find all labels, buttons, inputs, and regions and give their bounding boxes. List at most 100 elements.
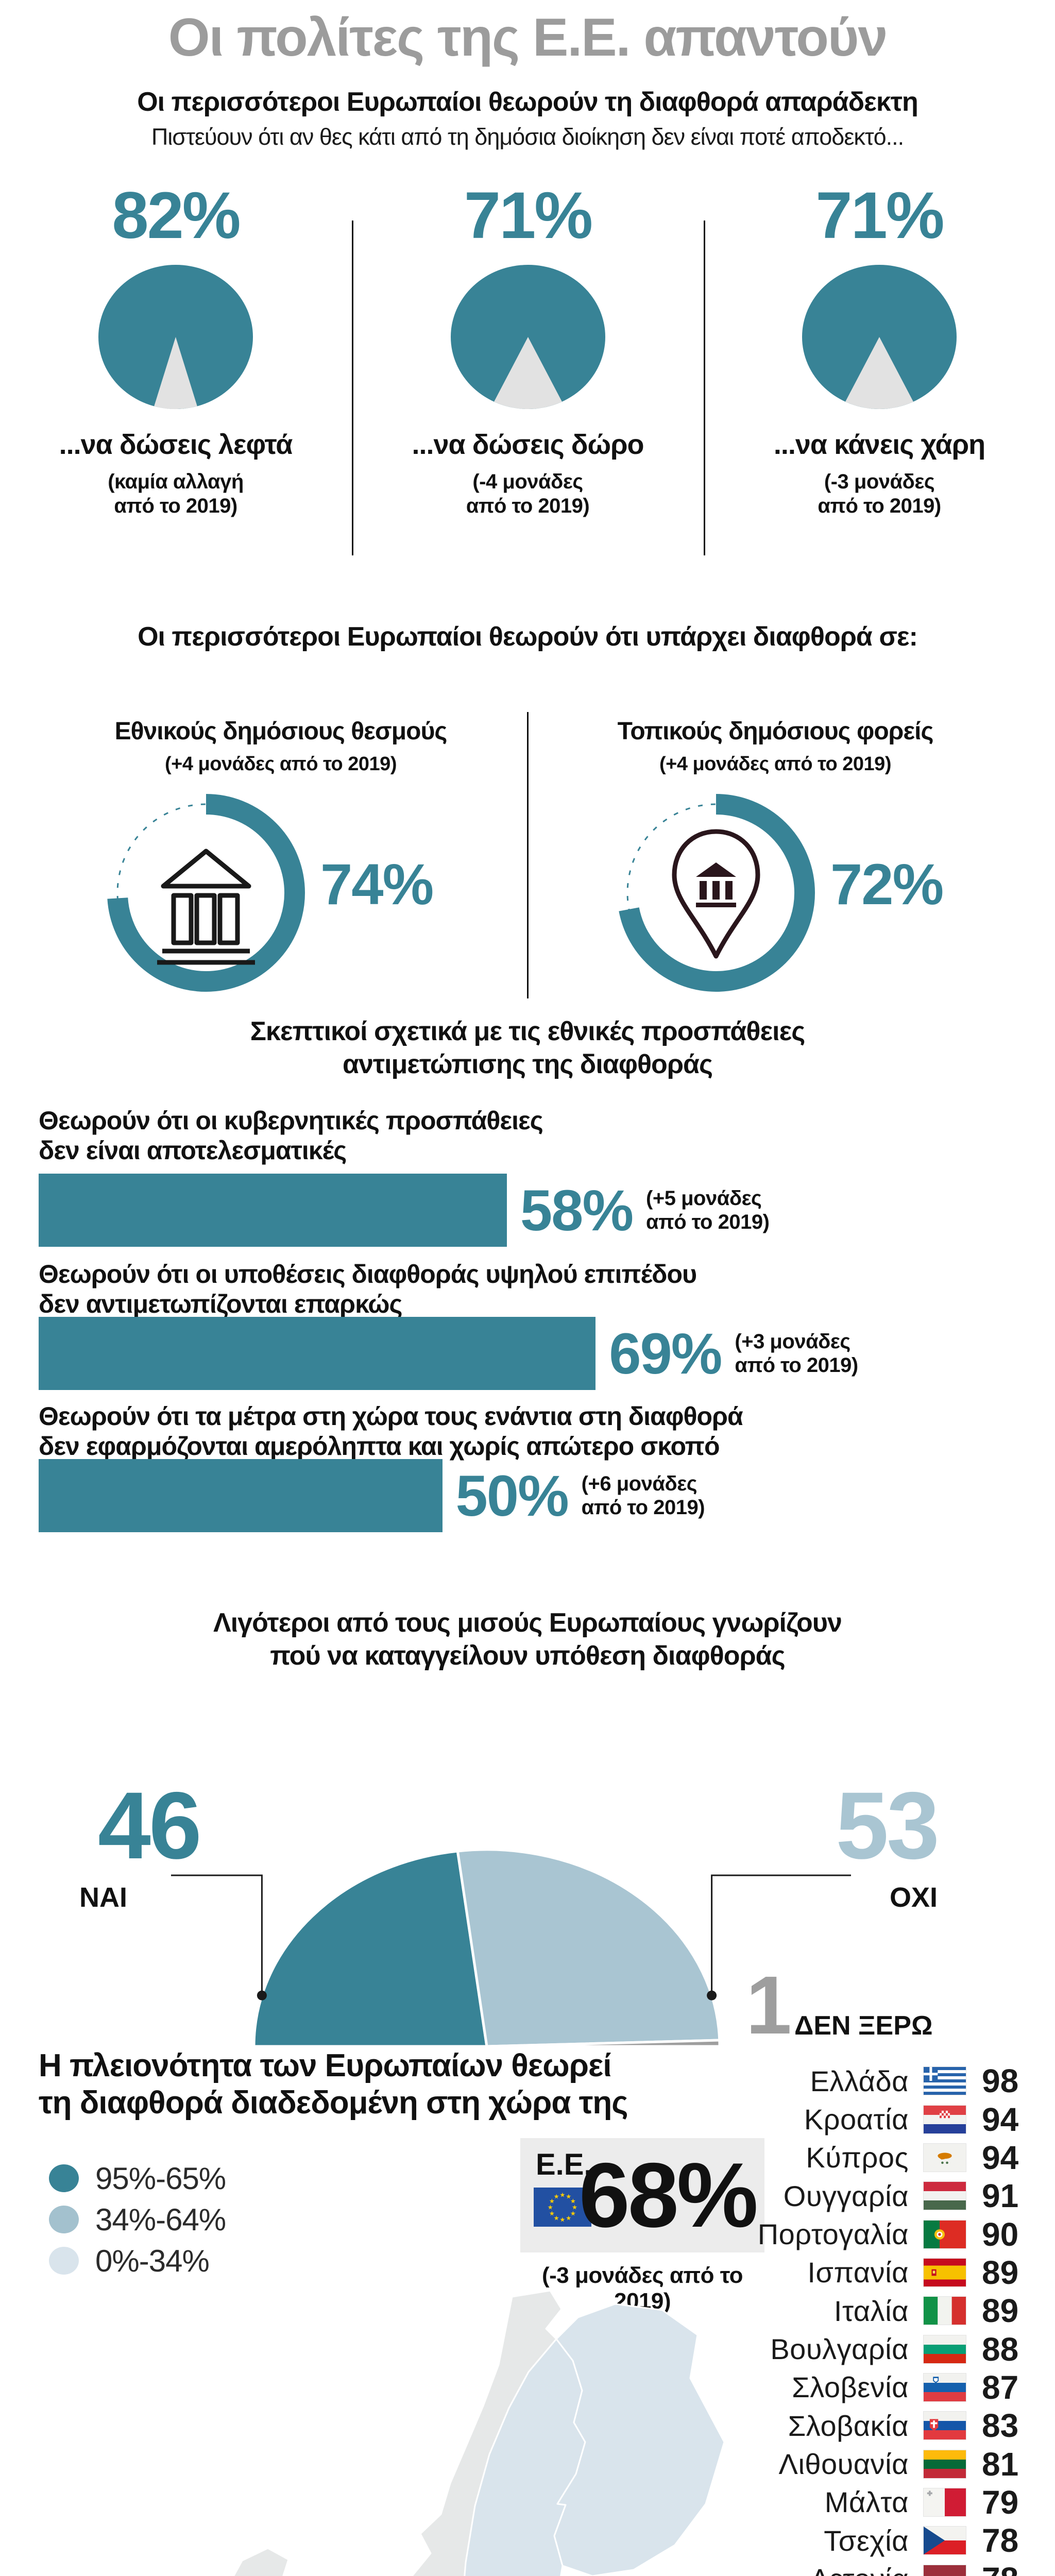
bar-fill xyxy=(39,1174,507,1247)
bars-title-line1: Σκεπτικοί σχετικά με τις εθνικές προσπάθ… xyxy=(250,1016,806,1046)
country-name: Πορτογαλία xyxy=(757,2218,909,2251)
bar-fill xyxy=(39,1459,443,1532)
bars-title-line2: αντιμετώπισης της διαφθοράς xyxy=(342,1049,713,1079)
legend-dot-high xyxy=(49,2164,79,2192)
yes-connector xyxy=(171,1874,263,1996)
pie-chart-gift xyxy=(446,260,610,414)
country-row: Ουγγαρία 91 xyxy=(608,2177,1035,2215)
bank-icon xyxy=(157,849,255,965)
country-row: Μάλτα 79 xyxy=(608,2483,1035,2521)
country-name: Λετονία xyxy=(608,2562,909,2576)
country-name: Κύπρος xyxy=(806,2141,909,2174)
bar-note-line1: (+5 μονάδες xyxy=(646,1187,762,1210)
country-row: Ελλάδα 98 xyxy=(608,2062,1035,2100)
flag-icon-cyprus xyxy=(923,2143,966,2172)
map-region-uk xyxy=(232,2547,290,2576)
dontknow-value: 1 xyxy=(746,1959,792,2051)
bar-label-line1: Θεωρούν ότι οι κυβερνητικές προσπάθειες xyxy=(39,1106,543,1135)
bar-label-2: Θεωρούν ότι οι υποθέσεις διαφθοράς υψηλο… xyxy=(39,1259,697,1319)
bar-fill xyxy=(39,1317,596,1390)
pie-label: ...να δώσεις λεφτά xyxy=(59,429,293,460)
svg-text:★: ★ xyxy=(554,2214,559,2222)
europe-choropleth-map xyxy=(5,2287,814,2576)
yes-label: ΝΑΙ xyxy=(79,1882,127,1913)
country-row: Βουλγαρία 88 xyxy=(608,2330,1035,2368)
pie-note-line1: (καμία αλλαγή xyxy=(108,470,244,493)
legend-item-high: 95%-65% xyxy=(49,2161,226,2196)
bar-row-3: 50% (+6 μονάδες από το 2019) xyxy=(39,1459,1055,1532)
bar-value: 58% xyxy=(520,1178,634,1243)
legend-dot-mid xyxy=(49,2206,79,2233)
bar-note-line2: από το 2019) xyxy=(735,1354,858,1377)
bar-note: (+5 μονάδες από το 2019) xyxy=(646,1187,770,1234)
map-title-line2: τη διαφθορά διαδεδομένη στη χώρα της xyxy=(39,2085,628,2121)
country-value: 78 xyxy=(982,2560,1035,2576)
svg-text:★: ★ xyxy=(548,2204,553,2211)
divider xyxy=(352,221,353,555)
no-connector xyxy=(711,1874,851,1996)
country-value: 78 xyxy=(982,2522,1019,2560)
map-region-finland xyxy=(553,2303,725,2576)
divider xyxy=(704,221,705,555)
country-value: 98 xyxy=(982,2062,1019,2100)
pie-chart-favor xyxy=(797,260,962,414)
country-row: Τσεχία 78 xyxy=(608,2521,1035,2560)
eu-label: Ε.Ε. xyxy=(536,2148,592,2181)
country-row: Ιταλία 89 xyxy=(608,2292,1035,2330)
country-value: 94 xyxy=(982,2100,1019,2138)
bar-row-2: 69% (+3 μονάδες από το 2019) xyxy=(39,1317,1055,1390)
pie-column-favor: 71% ...να κάνεις χάρη (-3 μονάδες από το … xyxy=(704,178,1055,518)
bar-label-3: Θεωρούν ότι τα μέτρα στη χώρα τους ενάντ… xyxy=(39,1401,743,1461)
map-title-line1: Η πλειονότητα των Ευρωπαίων θεωρεί xyxy=(39,2048,612,2083)
country-value: 79 xyxy=(982,2483,1019,2521)
donut-value-local: 72% xyxy=(830,852,944,917)
flag-icon-latvia xyxy=(923,2564,966,2576)
bar-label-line1: Θεωρούν ότι τα μέτρα στη χώρα τους ενάντ… xyxy=(39,1402,743,1431)
legend-item-low: 0%-34% xyxy=(49,2243,210,2278)
eu-note: (-3 μονάδες από το 2019) xyxy=(541,2263,743,2314)
bar-label-line2: δεν εφαρμόζονται αμερόληπτα και χωρίς απ… xyxy=(39,1432,720,1461)
pie-note: (καμία αλλαγή από το 2019) xyxy=(0,470,351,518)
country-value: 83 xyxy=(982,2407,1019,2445)
country-row: Σλοβακία 83 xyxy=(608,2406,1035,2445)
svg-text:★: ★ xyxy=(549,2197,555,2205)
bar-row-1: 58% (+5 μονάδες από το 2019) xyxy=(39,1174,1055,1247)
no-value: 53 xyxy=(836,1773,940,1879)
country-row: Κύπρος 94 xyxy=(608,2139,1035,2177)
pie-note-line1: (-3 μονάδες xyxy=(824,470,935,493)
svg-text:★: ★ xyxy=(559,2191,565,2198)
half-pie-slice xyxy=(252,1850,488,2048)
country-name: Ελλάδα xyxy=(810,2064,909,2097)
country-name: Σλοβακία xyxy=(788,2409,909,2442)
legend-label: 34%-64% xyxy=(95,2202,226,2237)
half-pie-slice xyxy=(456,1848,721,2048)
svg-text:★: ★ xyxy=(570,2210,576,2217)
country-name: Σλοβενία xyxy=(792,2371,909,2404)
flag-icon-croatia xyxy=(923,2105,966,2134)
bar-label-1: Θεωρούν ότι οι κυβερνητικές προσπάθειες δ… xyxy=(39,1106,543,1165)
bar-note-line2: από το 2019) xyxy=(646,1211,770,1233)
pie-note: (-3 μονάδες από το 2019) xyxy=(704,470,1055,518)
bar-label-line2: δεν αντιμετωπίζονται επαρκώς xyxy=(39,1290,403,1318)
pie-label: ...να δώσεις δώρο xyxy=(412,429,644,460)
donut-note-national: (+4 μονάδες από το 2019) xyxy=(165,753,397,775)
bar-note-line1: (+3 μονάδες xyxy=(735,1330,850,1353)
flag-icon-italy xyxy=(923,2296,966,2326)
flag-icon-greece xyxy=(923,2066,966,2096)
country-value: 81 xyxy=(982,2445,1019,2483)
presence-title: Οι περισσότεροι Ευρωπαίοι θεωρούν ότι υπ… xyxy=(138,622,918,652)
flag-icon-slovenia xyxy=(923,2372,966,2402)
bar-note-line2: από το 2019) xyxy=(581,1496,705,1519)
country-name: Ισπανία xyxy=(807,2256,909,2289)
map-pin-icon xyxy=(672,829,760,959)
legend-label: 0%-34% xyxy=(95,2243,210,2278)
pie-note-line1: (-4 μονάδες xyxy=(472,470,583,493)
pie-value-label: 71% xyxy=(815,179,944,252)
flag-icon-bulgaria xyxy=(923,2334,966,2364)
country-row: Ισπανία 89 xyxy=(608,2253,1035,2292)
bar-value: 50% xyxy=(455,1463,569,1528)
legend-dot-low xyxy=(49,2247,79,2275)
page-title: Οι πολίτες της Ε.Ε. απαντούν xyxy=(168,8,888,67)
awareness-title-line1: Λιγότεροι από τους μισούς Ευρωπαίους γνω… xyxy=(213,1608,842,1638)
donut-title-national: Εθνικούς δημόσιους θεσμούς xyxy=(114,718,448,745)
